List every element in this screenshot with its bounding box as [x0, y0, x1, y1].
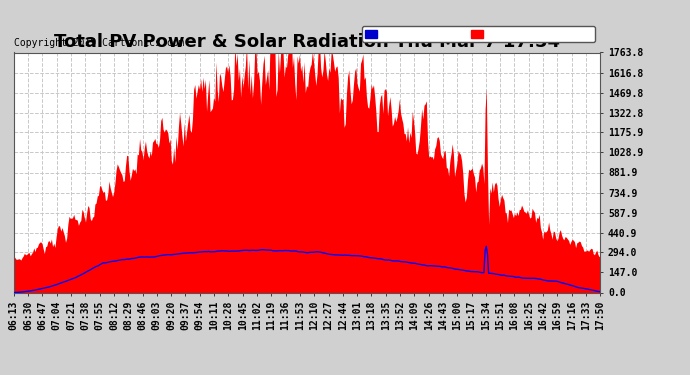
Legend: Radiation  (W/m2), PV Panels  (DC Watts): Radiation (W/m2), PV Panels (DC Watts) — [362, 26, 595, 42]
Title: Total PV Power & Solar Radiation Thu Mar 7 17:54: Total PV Power & Solar Radiation Thu Mar… — [54, 33, 560, 51]
Text: Copyright 2019 Cartronics.com: Copyright 2019 Cartronics.com — [14, 38, 184, 48]
